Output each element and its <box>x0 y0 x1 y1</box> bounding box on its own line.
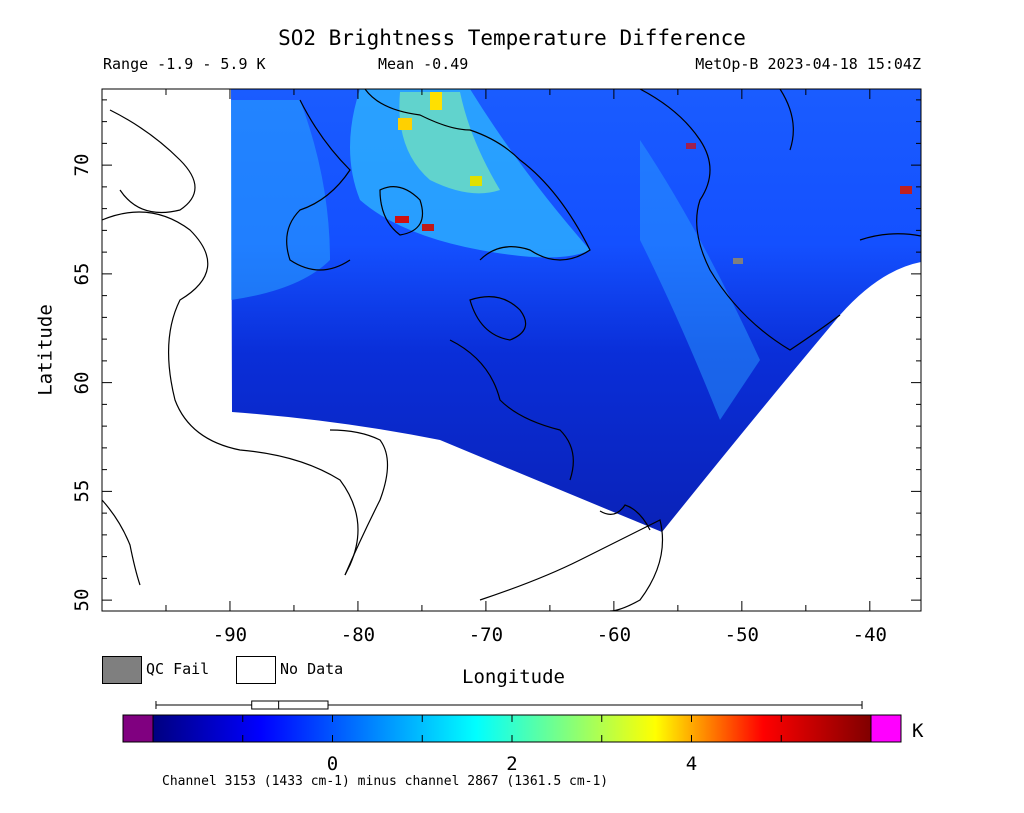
hot-pixel <box>422 224 434 231</box>
mean-readout: Mean -0.49 <box>378 55 469 73</box>
no-data-label: No Data <box>280 660 344 678</box>
y-tick-marks <box>102 99 921 601</box>
y-tick-label: 60 <box>71 371 93 395</box>
y-tick-label: 65 <box>71 262 93 286</box>
map-plot-area <box>102 89 921 611</box>
plot-frame <box>101 88 922 612</box>
hot-pixel <box>398 118 412 130</box>
east-band <box>640 140 760 420</box>
x-tick-label: -40 <box>852 624 887 646</box>
y-tick-label: 70 <box>71 153 93 177</box>
colorbar-tick-marks <box>242 715 782 742</box>
x-tick-label: -90 <box>212 624 248 646</box>
y-tick-label: 50 <box>71 588 93 612</box>
hot-pixel <box>900 186 912 194</box>
colorbar-tick-label: 0 <box>326 753 339 775</box>
hot-pixel <box>430 92 442 110</box>
hot-pixel <box>395 216 409 223</box>
no-data-swatch <box>236 656 276 684</box>
x-axis-label: Longitude <box>462 666 565 688</box>
x-tick-label: -60 <box>596 624 632 646</box>
colorbar-tick-label: 2 <box>506 753 518 775</box>
qc-fail-label: QC Fail <box>146 660 210 678</box>
satellite-time-readout: MetOp-B 2023-04-18 15:04Z <box>695 55 921 73</box>
hot-pixel <box>686 143 696 149</box>
x-tick-marks <box>165 89 871 611</box>
distribution-boxplot <box>155 700 863 710</box>
data-swath <box>231 89 921 532</box>
x-tick-label: -80 <box>340 624 376 646</box>
colorbar-unit: K <box>912 720 924 742</box>
colorbar-under <box>122 714 154 743</box>
west-band <box>231 100 330 300</box>
y-tick-label: 55 <box>71 479 93 503</box>
hot-pixel <box>470 176 482 186</box>
y-axis-label: Latitude <box>34 304 57 396</box>
qc-fail-pixel <box>733 258 743 264</box>
colorbar-over <box>870 714 902 743</box>
range-readout: Range -1.9 - 5.9 K <box>103 55 266 73</box>
qc-fail-swatch <box>102 656 142 684</box>
chart-title: SO2 Brightness Temperature Difference <box>278 26 746 50</box>
coastlines <box>102 89 921 611</box>
colorbar <box>122 714 902 743</box>
x-tick-label: -70 <box>468 624 504 646</box>
channel-footnote: Channel 3153 (1433 cm-1) minus channel 2… <box>162 774 609 789</box>
boxplot-box <box>251 700 329 710</box>
colorbar-tick-label: 4 <box>685 753 698 775</box>
x-tick-label: -50 <box>724 624 760 646</box>
